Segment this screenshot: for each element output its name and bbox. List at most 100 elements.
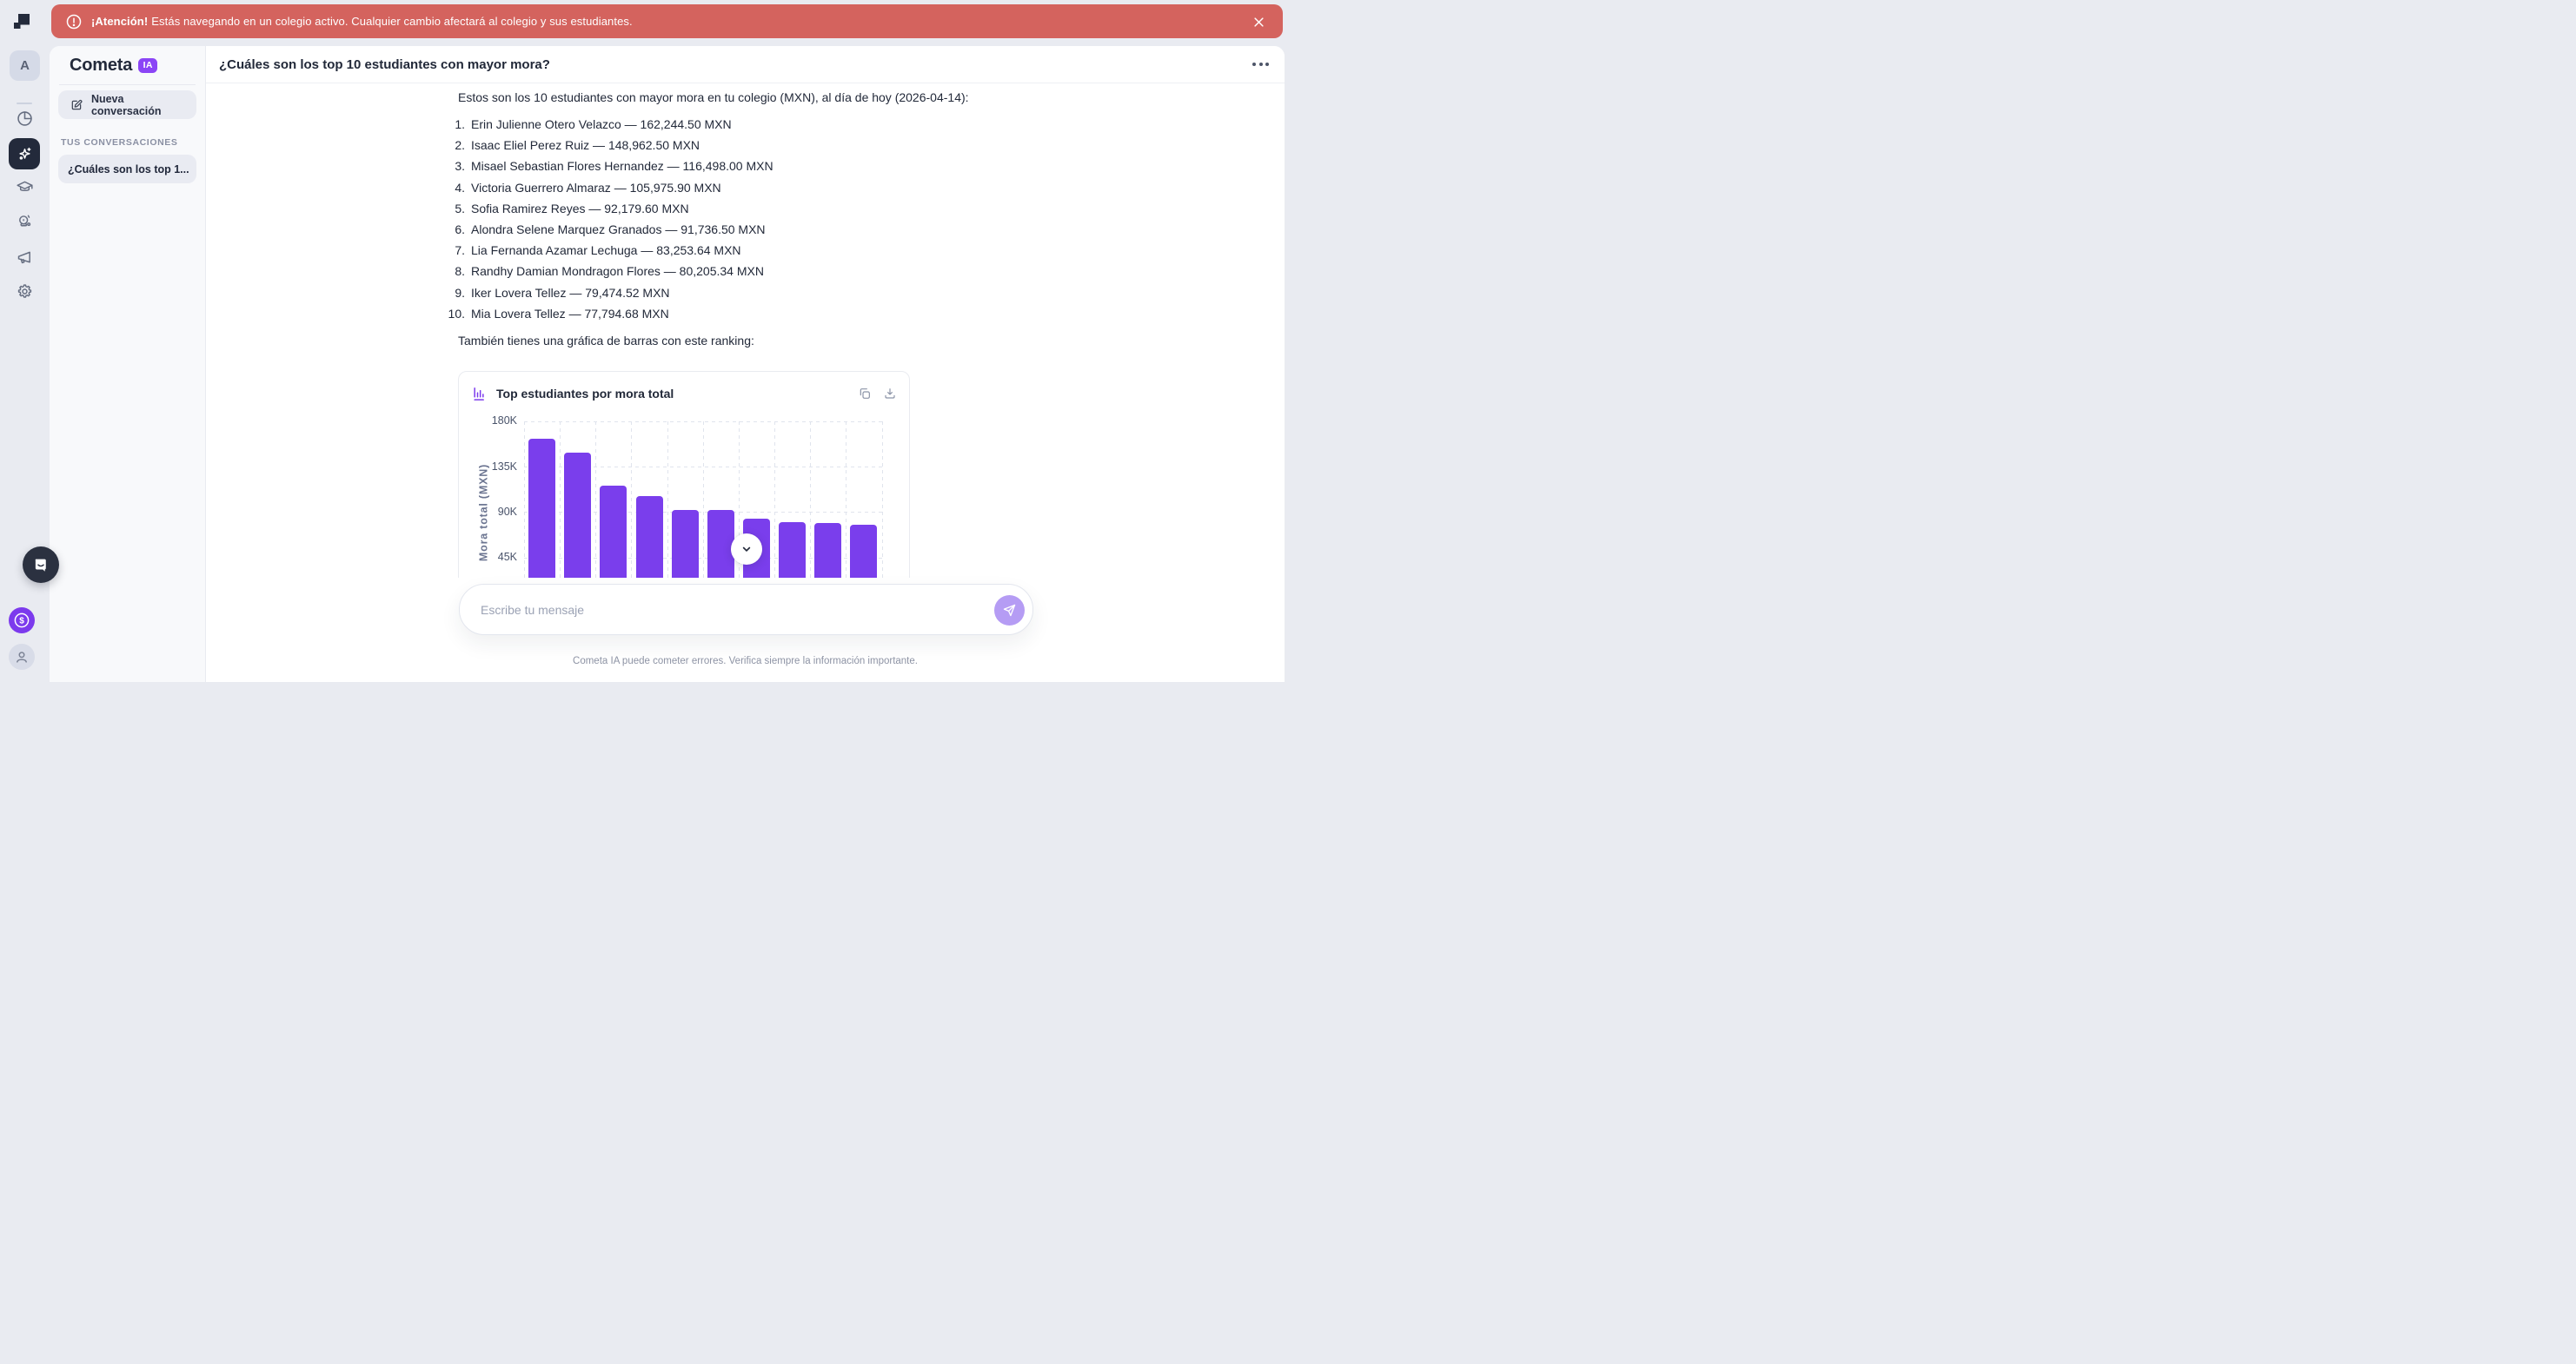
- v-gridline: [560, 420, 561, 578]
- bar-alondra-selene-marquez-granados[interactable]: [707, 510, 734, 578]
- announcements-megaphone-icon[interactable]: [16, 248, 34, 267]
- chat-scroll-region[interactable]: Estos son los 10 estudiantes con mayor m…: [206, 83, 1285, 578]
- y-tick-label: 180K: [491, 414, 517, 427]
- new-conversation-button[interactable]: Nueva conversación: [58, 90, 196, 119]
- student-row: 6. Alondra Selene Marquez Granados — 91,7…: [444, 221, 1032, 238]
- student-row: 9. Iker Lovera Tellez — 79,474.52 MXN: [444, 284, 1032, 301]
- v-gridline: [881, 420, 883, 578]
- student-row: 2. Isaac Eliel Perez Ruiz — 148,962.50 MX…: [444, 136, 1032, 154]
- student-row: 3. Misael Sebastian Flores Hernandez — 11…: [444, 157, 1032, 175]
- notifications-bell-icon[interactable]: [16, 213, 34, 231]
- bar-chart-icon: [474, 387, 484, 401]
- message-input[interactable]: [481, 585, 967, 634]
- bar-victoria-guerrero-almaraz[interactable]: [635, 495, 663, 578]
- profile-person-button[interactable]: [9, 644, 35, 670]
- v-gridline: [774, 420, 776, 578]
- copy-icon[interactable]: [858, 387, 872, 401]
- conversation-item[interactable]: ¿Cuáles son los top 1...: [58, 155, 196, 183]
- bar-sofia-ramirez-reyes[interactable]: [671, 509, 699, 578]
- student-name-amount: Iker Lovera Tellez — 79,474.52 MXN: [471, 285, 670, 300]
- v-gridline: [595, 420, 597, 578]
- h-gridline: [524, 512, 882, 513]
- student-name-amount: Lia Fernanda Azamar Lechuga — 83,253.64 …: [471, 243, 741, 258]
- conversations-sidebar: Cometa IA Nueva conversación TUS CONVERS…: [50, 46, 206, 682]
- warning-exclamation-icon: [65, 13, 83, 30]
- student-name-amount: Erin Julienne Otero Velazco — 162,244.50…: [471, 117, 732, 131]
- student-name-amount: Randhy Damian Mondragon Flores — 80,205.…: [471, 264, 764, 279]
- student-name-amount: Victoria Guerrero Almaraz — 105,975.90 M…: [471, 180, 721, 195]
- conversation-item-label: ¿Cuáles son los top 1...: [68, 162, 189, 175]
- student-rank: 6.: [455, 222, 465, 236]
- y-tick-label: 90K: [497, 505, 517, 518]
- student-rank: 10.: [448, 306, 465, 321]
- composer-zone: Cometa IA puede cometer errores. Verific…: [206, 578, 1285, 682]
- h-gridline: [524, 420, 882, 422]
- chart-note: También tienes una gráfica de barras con…: [458, 333, 754, 348]
- ia-badge: IA: [138, 57, 158, 73]
- brand-name: Cometa: [70, 55, 133, 75]
- student-rank: 8.: [455, 264, 465, 279]
- support-chat-bubble-button[interactable]: [23, 546, 59, 583]
- download-icon[interactable]: [883, 387, 897, 401]
- conversations-section-label: TUS CONVERSACIONES: [61, 137, 178, 148]
- brand-row: Cometa IA: [70, 53, 158, 77]
- student-rank: 5.: [455, 201, 465, 215]
- warning-text: ¡Atención! Estás navegando en un colegio …: [91, 15, 633, 28]
- v-gridline: [810, 420, 812, 578]
- chart-card: Top estudiantes por mora total: [458, 370, 911, 578]
- academics-graduation-cap-icon[interactable]: [16, 178, 34, 196]
- settings-gear-icon[interactable]: [16, 282, 34, 301]
- icon-rail: A: [0, 0, 59, 682]
- student-row: 4. Victoria Guerrero Almaraz — 105,975.90…: [444, 179, 1032, 196]
- more-options-ellipsis-icon[interactable]: [1250, 60, 1271, 69]
- assistant-message: Estos son los 10 estudiantes con mayor m…: [448, 83, 1032, 578]
- scroll-to-bottom-button[interactable]: [731, 533, 762, 565]
- student-rank: 2.: [455, 138, 465, 153]
- close-icon[interactable]: [1248, 11, 1269, 32]
- student-name-amount: Sofia Ramirez Reyes — 92,179.60 MXN: [471, 201, 689, 215]
- chat-area: ¿Cuáles son los top 10 estudiantes con m…: [206, 46, 1285, 682]
- reports-pie-icon[interactable]: [16, 109, 34, 128]
- send-button[interactable]: [994, 595, 1025, 626]
- v-gridline: [738, 420, 740, 578]
- chart-plot: Mora total (MXN) 45K 90K 135K 180K: [459, 372, 911, 578]
- bar-erin-julienne-otero-velazco[interactable]: [528, 439, 556, 578]
- sidebar-divider: [59, 84, 196, 85]
- rail-divider: [17, 103, 32, 104]
- message-intro: Estos son los 10 estudiantes con mayor m…: [458, 90, 969, 104]
- main-panel: Cometa IA Nueva conversación TUS CONVERS…: [50, 46, 1285, 682]
- student-name-amount: Alondra Selene Marquez Granados — 91,736…: [471, 222, 766, 236]
- svg-text:$: $: [19, 617, 24, 626]
- student-row: 7. Lia Fernanda Azamar Lechuga — 83,253.6…: [444, 242, 1032, 259]
- student-rank: 1.: [455, 117, 465, 131]
- chevron-down-icon: [742, 546, 751, 552]
- new-conversation-label: Nueva conversación: [90, 92, 162, 117]
- bar-iker-lovera-tellez[interactable]: [814, 522, 842, 578]
- bar-isaac-eliel-perez-ruiz[interactable]: [564, 452, 592, 578]
- chat-header: ¿Cuáles son los top 10 estudiantes con m…: [206, 46, 1285, 83]
- v-gridline: [667, 420, 668, 578]
- v-gridline: [524, 420, 525, 578]
- app-logo-icon[interactable]: [11, 11, 32, 32]
- student-name-amount: Isaac Eliel Perez Ruiz — 148,962.50 MXN: [471, 138, 700, 153]
- school-avatar[interactable]: A: [10, 50, 40, 81]
- student-row: 10. Mia Lovera Tellez — 77,794.68 MXN: [444, 305, 1032, 322]
- y-tick-label: 135K: [491, 460, 517, 473]
- billing-dollar-button[interactable]: $: [9, 607, 35, 633]
- v-gridline: [702, 420, 704, 578]
- bar-randhy-damian-mondragon-flores[interactable]: [779, 521, 807, 578]
- student-name-amount: Mia Lovera Tellez — 77,794.68 MXN: [471, 306, 669, 321]
- warning-bold: ¡Atención!: [91, 15, 149, 28]
- student-row: 1. Erin Julienne Otero Velazco — 162,244.…: [444, 116, 1032, 133]
- student-rank: 9.: [455, 285, 465, 300]
- student-name-amount: Misael Sebastian Flores Hernandez — 116,…: [471, 159, 773, 174]
- student-rank: 4.: [455, 180, 465, 195]
- message-composer: [459, 584, 1033, 635]
- ai-assistant-sparkle-icon[interactable]: [9, 138, 40, 169]
- bar-misael-sebastian-flores-hernandez[interactable]: [600, 485, 627, 578]
- chart-card-header: Top estudiantes por mora total: [459, 372, 909, 415]
- student-rank: 7.: [455, 243, 465, 258]
- bar-mia-lovera-tellez[interactable]: [850, 524, 878, 578]
- v-gridline: [631, 420, 633, 578]
- ai-disclaimer: Cometa IA puede cometer errores. Verific…: [573, 656, 918, 666]
